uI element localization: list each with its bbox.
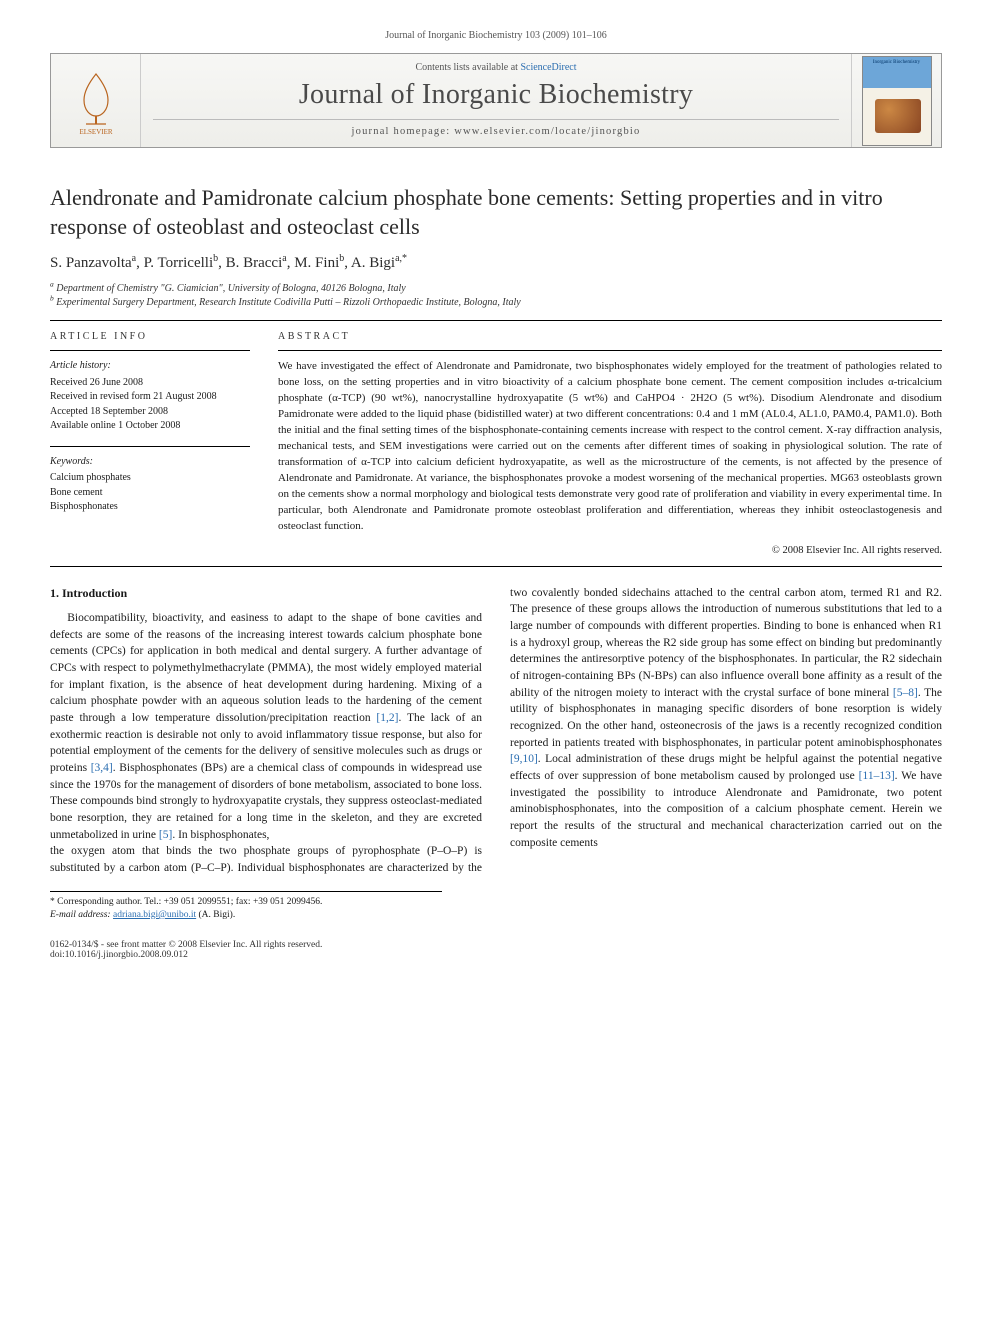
- page-footer: 0162-0134/$ - see front matter © 2008 El…: [50, 940, 942, 960]
- contents-prefix: Contents lists available at: [415, 62, 520, 73]
- footnote-corr: * Corresponding author. Tel.: +39 051 20…: [50, 896, 442, 909]
- history-item: Received 26 June 2008: [50, 376, 250, 391]
- abstract-text: We have investigated the effect of Alend…: [278, 359, 942, 534]
- contents-available-line: Contents lists available at ScienceDirec…: [141, 62, 851, 73]
- article-history: Article history: Received 26 June 2008 R…: [50, 359, 250, 434]
- history-item: Accepted 18 September 2008: [50, 405, 250, 420]
- article-info-column: ARTICLE INFO Article history: Received 2…: [50, 331, 250, 555]
- journal-cover-thumb: Inorganic Biochemistry: [862, 56, 932, 146]
- footer-left: 0162-0134/$ - see front matter © 2008 El…: [50, 940, 322, 960]
- section-heading-introduction: 1. Introduction: [50, 585, 482, 602]
- history-heading: Article history:: [50, 359, 250, 374]
- publisher-logo-box: ELSEVIER: [51, 54, 141, 147]
- abstract-column: ABSTRACT We have investigated the effect…: [278, 331, 942, 555]
- journal-name: Journal of Inorganic Biochemistry: [141, 79, 851, 111]
- article-title: Alendronate and Pamidronate calcium phos…: [50, 184, 942, 241]
- history-item: Available online 1 October 2008: [50, 419, 250, 434]
- keywords-heading: Keywords:: [50, 455, 250, 470]
- journal-cover-box: Inorganic Biochemistry: [851, 54, 941, 147]
- footnote-email-line: E-mail address: adriana.bigi@unibo.it (A…: [50, 909, 442, 922]
- publisher-name: ELSEVIER: [79, 128, 112, 136]
- divider: [50, 566, 942, 567]
- sciencedirect-link[interactable]: ScienceDirect: [520, 62, 576, 73]
- masthead-center: Contents lists available at ScienceDirec…: [141, 54, 851, 147]
- body-columns: 1. Introduction Biocompatibility, bioact…: [50, 585, 942, 877]
- body-paragraph: Biocompatibility, bioactivity, and easin…: [50, 610, 482, 843]
- journal-homepage: journal homepage: www.elsevier.com/locat…: [153, 119, 839, 137]
- abstract-copyright: © 2008 Elsevier Inc. All rights reserved…: [278, 545, 942, 556]
- article-meta-row: ARTICLE INFO Article history: Received 2…: [50, 331, 942, 555]
- keywords-block: Keywords: Calcium phosphates Bone cement…: [50, 455, 250, 515]
- doi-line: doi:10.1016/j.jinorgbio.2008.09.012: [50, 950, 322, 960]
- article-info-heading: ARTICLE INFO: [50, 331, 250, 342]
- divider: [50, 446, 250, 447]
- affiliations: a Department of Chemistry "G. Ciamician"…: [50, 282, 942, 310]
- divider: [50, 320, 942, 321]
- corr-email-link[interactable]: adriana.bigi@unibo.it: [113, 910, 196, 920]
- email-label: E-mail address:: [50, 910, 111, 920]
- divider: [50, 350, 250, 351]
- keyword: Bisphosphonates: [50, 500, 250, 515]
- front-matter-line: 0162-0134/$ - see front matter © 2008 El…: [50, 940, 322, 950]
- keyword: Bone cement: [50, 486, 250, 501]
- email-suffix: (A. Bigi).: [196, 910, 235, 920]
- elsevier-tree-icon: ELSEVIER: [66, 66, 126, 136]
- history-item: Received in revised form 21 August 2008: [50, 390, 250, 405]
- corresponding-author-footnote: * Corresponding author. Tel.: +39 051 20…: [50, 891, 442, 923]
- keyword: Calcium phosphates: [50, 471, 250, 486]
- running-head: Journal of Inorganic Biochemistry 103 (2…: [50, 30, 942, 41]
- cover-text: Inorganic Biochemistry: [863, 60, 931, 65]
- abstract-heading: ABSTRACT: [278, 331, 942, 342]
- divider: [278, 350, 942, 351]
- journal-masthead: ELSEVIER Contents lists available at Sci…: [50, 53, 942, 148]
- author-list: S. Panzavoltaa, P. Torricellib, B. Bracc…: [50, 255, 942, 272]
